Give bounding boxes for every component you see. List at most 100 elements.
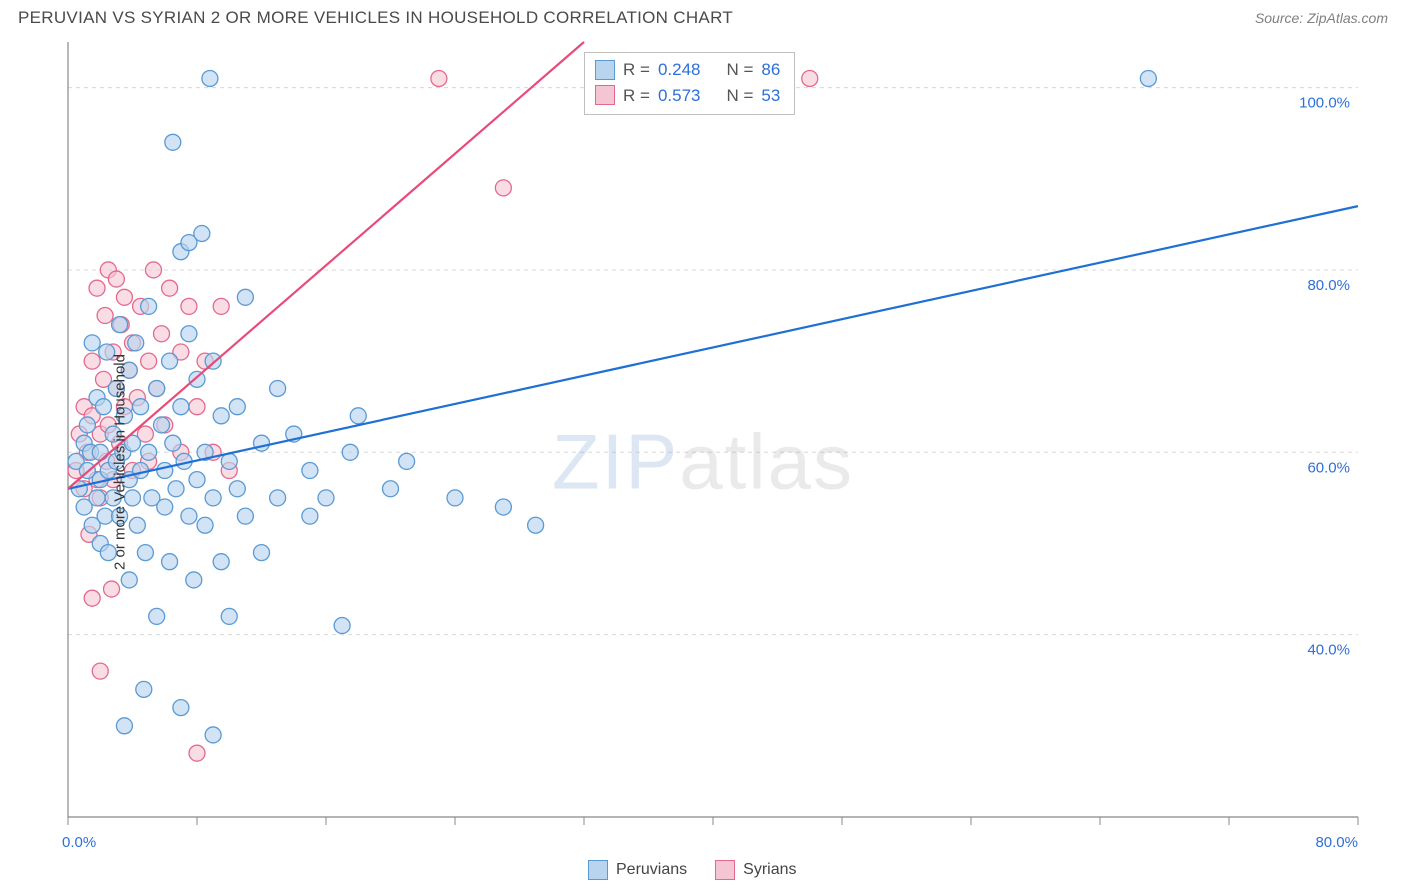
data-point (495, 499, 511, 515)
data-point (270, 380, 286, 396)
data-point (173, 399, 189, 415)
data-point (108, 271, 124, 287)
data-point (137, 545, 153, 561)
x-tick-label: 0.0% (62, 834, 96, 851)
data-point (141, 298, 157, 314)
data-point (221, 453, 237, 469)
data-point (162, 353, 178, 369)
data-point (136, 681, 152, 697)
data-point (92, 444, 108, 460)
data-point (141, 444, 157, 460)
data-point (112, 317, 128, 333)
legend-item: Syrians (715, 860, 796, 880)
data-point (202, 70, 218, 86)
scatter-chart: 40.0%60.0%80.0%100.0%0.0%80.0% (18, 32, 1388, 892)
stats-row: R = 0.248N = 86 (595, 57, 780, 83)
legend-swatch (595, 85, 615, 105)
data-point (165, 134, 181, 150)
data-point (145, 262, 161, 278)
source-attribution: Source: ZipAtlas.com (1255, 10, 1388, 26)
data-point (128, 335, 144, 351)
legend-swatch (715, 860, 735, 880)
data-point (157, 499, 173, 515)
x-tick-label: 80.0% (1315, 834, 1358, 851)
data-point (133, 399, 149, 415)
series-legend: Peruvians Syrians (588, 860, 797, 880)
chart-header: PERUVIAN VS SYRIAN 2 OR MORE VEHICLES IN… (0, 0, 1406, 32)
data-point (121, 572, 137, 588)
data-point (92, 663, 108, 679)
stat-r-value: 0.573 (658, 83, 701, 109)
y-tick-label: 40.0% (1307, 642, 1350, 659)
data-point (186, 572, 202, 588)
y-axis-label: 2 or more Vehicles in Household (111, 354, 128, 570)
data-point (802, 70, 818, 86)
data-point (213, 554, 229, 570)
data-point (84, 335, 100, 351)
data-point (383, 481, 399, 497)
legend-item: Peruvians (588, 860, 687, 880)
data-point (168, 481, 184, 497)
correlation-stats-box: R = 0.248N = 86R = 0.573 N = 53 (584, 52, 795, 115)
data-point (181, 298, 197, 314)
data-point (89, 490, 105, 506)
stat-r-label: R = (623, 57, 650, 83)
data-point (165, 435, 181, 451)
data-point (95, 399, 111, 415)
data-point (350, 408, 366, 424)
data-point (149, 608, 165, 624)
y-tick-label: 60.0% (1307, 459, 1350, 476)
data-point (213, 298, 229, 314)
data-point (154, 326, 170, 342)
data-point (431, 70, 447, 86)
data-point (334, 618, 350, 634)
data-point (318, 490, 334, 506)
data-point (399, 453, 415, 469)
data-point (162, 280, 178, 296)
stat-n-value: 53 (761, 83, 780, 109)
data-point (302, 508, 318, 524)
data-point (221, 608, 237, 624)
data-point (229, 399, 245, 415)
data-point (79, 417, 95, 433)
data-point (116, 289, 132, 305)
data-point (84, 353, 100, 369)
data-point (189, 472, 205, 488)
data-point (157, 463, 173, 479)
data-point (104, 581, 120, 597)
data-point (237, 289, 253, 305)
data-point (342, 444, 358, 460)
data-point (129, 517, 145, 533)
data-point (194, 225, 210, 241)
data-point (302, 463, 318, 479)
data-point (495, 180, 511, 196)
regression-line (68, 206, 1358, 489)
data-point (84, 590, 100, 606)
legend-swatch (595, 60, 615, 80)
data-point (154, 417, 170, 433)
stat-n-value: 86 (761, 57, 780, 83)
data-point (270, 490, 286, 506)
legend-swatch (588, 860, 608, 880)
source-label: Source: (1255, 10, 1307, 26)
data-point (205, 490, 221, 506)
data-point (149, 380, 165, 396)
data-point (141, 353, 157, 369)
data-point (205, 727, 221, 743)
regression-line (68, 42, 584, 489)
stat-n-label: N = (726, 83, 753, 109)
data-point (1140, 70, 1156, 86)
y-tick-label: 100.0% (1299, 95, 1350, 112)
data-point (162, 554, 178, 570)
source-name: ZipAtlas.com (1307, 10, 1388, 26)
stats-row: R = 0.573N = 53 (595, 83, 780, 109)
chart-title: PERUVIAN VS SYRIAN 2 OR MORE VEHICLES IN… (18, 8, 733, 28)
legend-label: Syrians (743, 861, 796, 879)
data-point (181, 326, 197, 342)
data-point (447, 490, 463, 506)
legend-label: Peruvians (616, 861, 687, 879)
chart-container: 2 or more Vehicles in Household ZIPatlas… (18, 32, 1388, 892)
data-point (197, 517, 213, 533)
stat-n-label: N = (726, 57, 753, 83)
data-point (97, 308, 113, 324)
